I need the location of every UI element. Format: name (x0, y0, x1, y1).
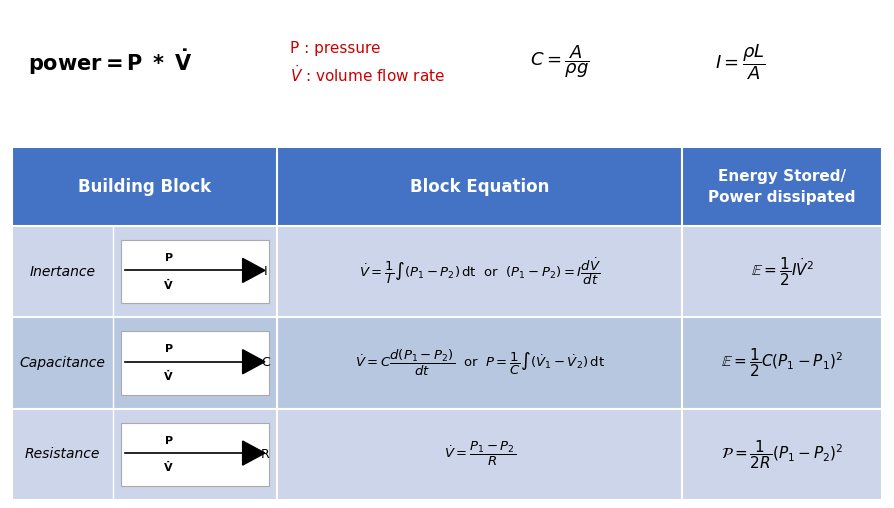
Bar (12, 408, 882, 500)
Text: P : pressure: P : pressure (290, 41, 381, 55)
Bar (121, 331, 269, 395)
Text: $\dot{V} = \dfrac{P_1 - P_2}{R}$: $\dot{V} = \dfrac{P_1 - P_2}{R}$ (443, 440, 516, 468)
Text: Inertance: Inertance (30, 265, 96, 279)
Text: $\mathbb{E} = \dfrac{1}{2}C(P_1-P_1)^2$: $\mathbb{E} = \dfrac{1}{2}C(P_1-P_1)^2$ (721, 346, 843, 379)
Text: Building Block: Building Block (78, 178, 211, 196)
Bar (121, 240, 269, 303)
Text: Energy Stored/
Power dissipated: Energy Stored/ Power dissipated (708, 169, 856, 205)
Text: $\mathbb{E} = \dfrac{1}{2}I\dot{V}^2$: $\mathbb{E} = \dfrac{1}{2}I\dot{V}^2$ (751, 256, 814, 288)
Text: $\mathbf{P}$: $\mathbf{P}$ (164, 342, 173, 355)
Polygon shape (242, 259, 265, 282)
Text: R: R (261, 448, 270, 461)
Text: Capacitance: Capacitance (20, 356, 105, 370)
Bar (12, 226, 882, 318)
Text: $\dot{V} = C\dfrac{d(P_1-P_2)}{dt}$  or  $P = \dfrac{1}{C}\int(\dot{V}_1 - \dot{: $\dot{V} = C\dfrac{d(P_1-P_2)}{dt}$ or $… (355, 348, 604, 378)
Polygon shape (242, 441, 265, 465)
Text: $\mathbf{power = P\ *\ \dot{V}}$: $\mathbf{power = P\ *\ \dot{V}}$ (28, 47, 192, 77)
Bar (121, 423, 269, 486)
Text: Resistance: Resistance (25, 448, 100, 461)
Text: $\dot{V} = \dfrac{1}{I}\int(P_1 - P_2)\,\mathrm{dt}$  or  $(P_1-P_2) = I\dfrac{d: $\dot{V} = \dfrac{1}{I}\int(P_1 - P_2)\,… (358, 257, 601, 287)
Text: I: I (264, 265, 267, 278)
Bar (12, 318, 882, 408)
Text: $I = \dfrac{\rho L}{A}$: $I = \dfrac{\rho L}{A}$ (714, 42, 765, 82)
Text: Block Equation: Block Equation (410, 178, 549, 196)
Text: $\mathcal{P} = \dfrac{1}{2R}(P_1 - P_2)^2$: $\mathcal{P} = \dfrac{1}{2R}(P_1 - P_2)^… (721, 438, 843, 471)
Text: $\mathbf{\dot{V}}$: $\mathbf{\dot{V}}$ (163, 460, 173, 474)
Text: $C = \dfrac{A}{\rho g}$: $C = \dfrac{A}{\rho g}$ (530, 44, 590, 80)
Text: $\mathbf{P}$: $\mathbf{P}$ (164, 434, 173, 446)
Polygon shape (242, 350, 265, 374)
Text: $\mathbf{\dot{V}}$: $\mathbf{\dot{V}}$ (163, 368, 173, 383)
Text: $\dot{V}$ : volume flow rate: $\dot{V}$ : volume flow rate (290, 65, 445, 85)
Text: $\mathbf{\dot{V}}$: $\mathbf{\dot{V}}$ (163, 277, 173, 292)
Bar (12, 148, 882, 226)
Text: $\mathbf{P}$: $\mathbf{P}$ (164, 251, 173, 263)
Text: C: C (261, 357, 270, 369)
